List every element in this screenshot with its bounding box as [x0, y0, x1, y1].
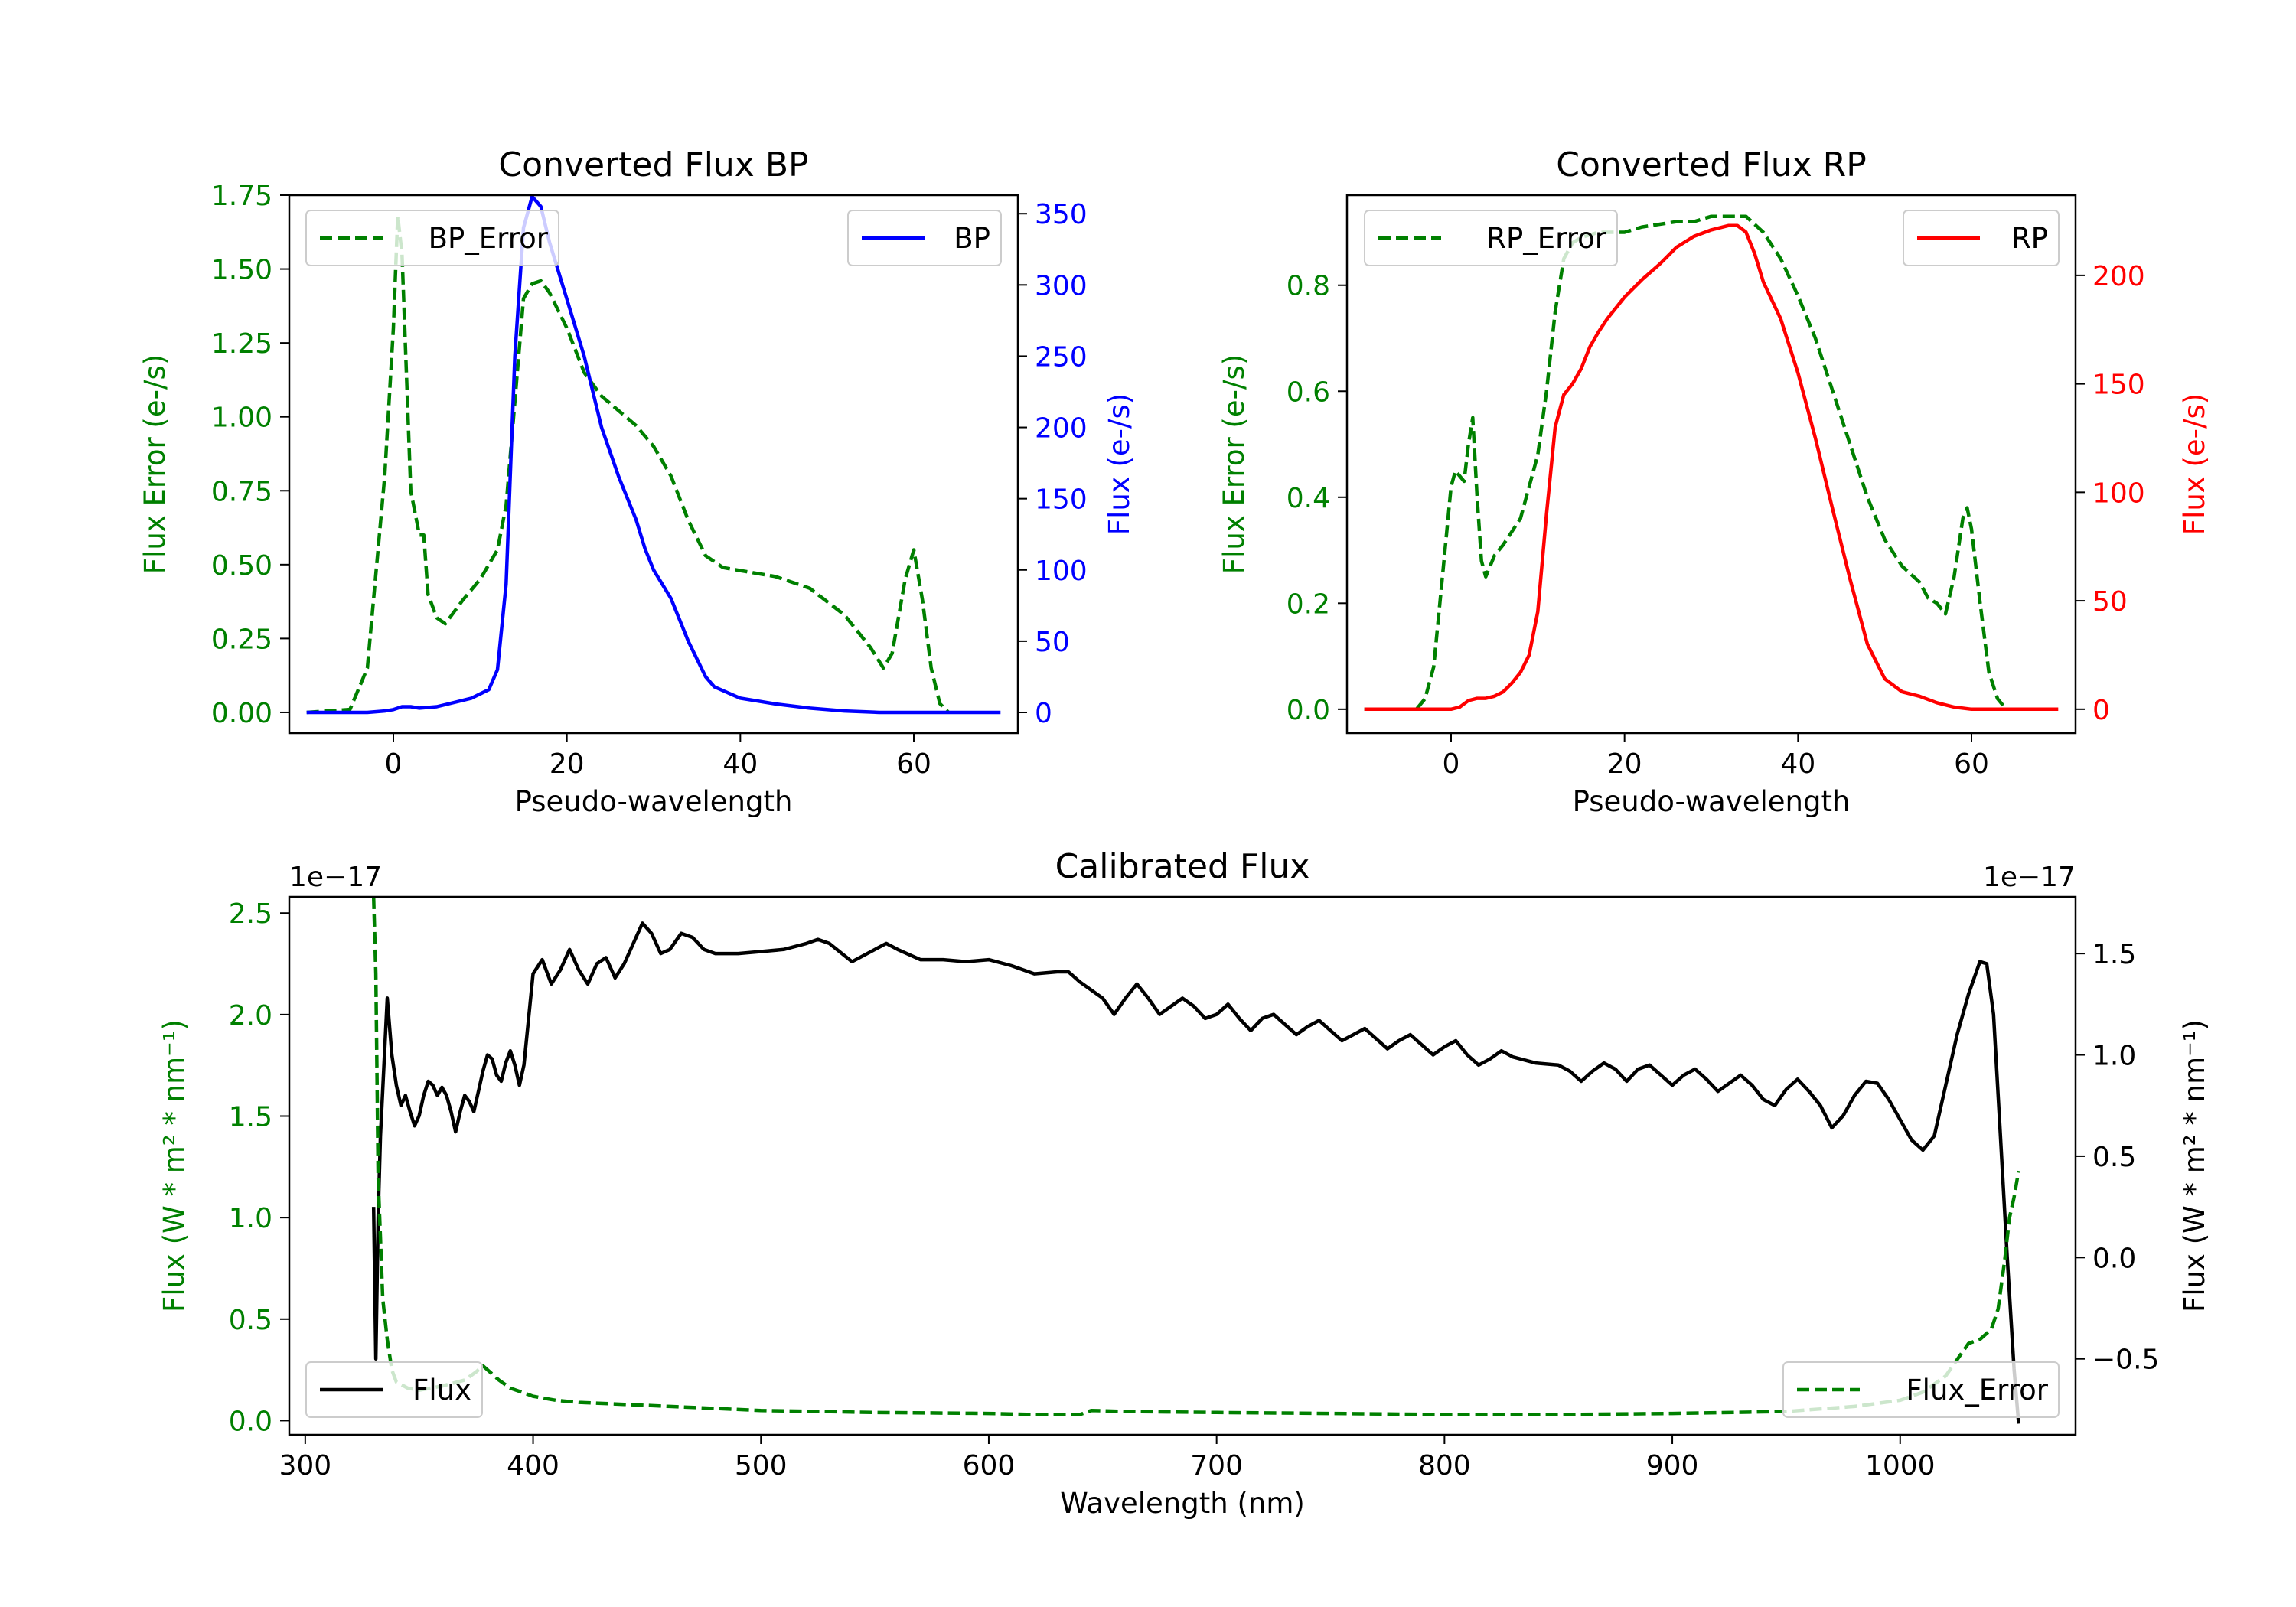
x-tick-label: 20: [1607, 748, 1642, 780]
legend: BP_Error: [305, 210, 559, 266]
y-left-tick-label: 1.75: [211, 181, 272, 212]
y-right-tick-label: 0: [1035, 698, 1052, 729]
x-tick-label: 0: [1443, 748, 1460, 780]
legend-box: [1782, 1361, 2060, 1418]
legend: Flux: [305, 1361, 483, 1418]
chart-title: Converted Flux BP: [498, 145, 808, 184]
chart-panel-1: Converted Flux BP 0 20 40 60 0.00 0.25 0.50 0.75…: [139, 145, 1136, 818]
y-right-tick-label: 150: [1035, 484, 1088, 516]
x-tick-label: 900: [1646, 1450, 1699, 1482]
x-tick-label: 300: [279, 1450, 331, 1482]
y-left-tick-label: 1.25: [211, 328, 272, 360]
y-right-axis-label: Flux (e-/s): [2178, 393, 2211, 535]
legend-label: RP: [2011, 222, 2048, 255]
legend-label: RP_Error: [1486, 222, 1606, 255]
legend: Flux_Error: [1782, 1361, 2060, 1418]
y-right-tick-label: 150: [2092, 370, 2145, 401]
y-left-tick-label: 0.5: [229, 1305, 272, 1336]
y-right-tick-label: 200: [1035, 413, 1088, 445]
legend-label: Flux: [413, 1374, 471, 1407]
x-tick-label: 400: [507, 1450, 559, 1482]
y-right-tick-label: 1.0: [2092, 1041, 2136, 1072]
y-right-tick-label: 250: [1035, 341, 1088, 373]
y-left-offset-label: 1e−17: [289, 862, 382, 893]
y-right-axis-label: Flux (W * m² * nm⁻¹): [2178, 1019, 2211, 1312]
legend-label: BP_Error: [429, 222, 549, 255]
y-right-tick-label: 50: [1035, 627, 1070, 658]
y-right-tick-label: 350: [1035, 199, 1088, 230]
legend-box: [305, 1361, 483, 1418]
series-line-rp-error: [1364, 214, 2059, 712]
legend-box: [1364, 210, 1618, 266]
y-left-axis-label: Flux Error (e-/s): [139, 354, 171, 574]
x-tick-label: 700: [1190, 1450, 1243, 1482]
y-left-tick-label: 0.6: [1287, 376, 1330, 408]
y-left-tick-label: 2.0: [229, 1000, 272, 1032]
y-left-tick-label: 0.8: [1287, 271, 1330, 302]
y-left-tick-label: 0.75: [211, 476, 272, 507]
y-left-tick-label: 0.50: [211, 550, 272, 582]
y-left-tick-label: 1.5: [229, 1102, 272, 1133]
x-tick-label: 600: [963, 1450, 1016, 1482]
chart-title: Converted Flux RP: [1556, 145, 1867, 184]
y-right-tick-label: 300: [1035, 270, 1088, 302]
x-axis-label: Pseudo-wavelength: [515, 785, 793, 818]
y-left-tick-label: 0.4: [1287, 483, 1330, 514]
legend-label: Flux_Error: [1906, 1374, 2048, 1407]
legend-box: [1903, 210, 2060, 266]
y-right-tick-label: 100: [1035, 556, 1088, 587]
y-left-tick-label: 0.0: [1287, 695, 1330, 726]
chart-panel-3: Calibrated Flux 300 400 500 600 700 800 900 1000…: [158, 847, 2211, 1520]
y-left-tick-label: 0.25: [211, 624, 272, 655]
y-right-tick-label: 0: [2092, 695, 2110, 726]
x-axis-label: Wavelength (nm): [1060, 1487, 1305, 1520]
y-left-tick-label: 0.00: [211, 698, 272, 729]
x-tick-label: 500: [735, 1450, 788, 1482]
y-right-tick-label: 0.5: [2092, 1142, 2136, 1173]
legend: RP_Error: [1364, 210, 1618, 266]
x-tick-label: 40: [722, 748, 758, 780]
series-line-flux: [371, 921, 2020, 1424]
x-axis-label: Pseudo-wavelength: [1573, 785, 1851, 818]
x-tick-label: 40: [1780, 748, 1815, 780]
y-right-offset-label: 1e−17: [1983, 862, 2076, 893]
y-left-tick-label: 1.00: [211, 403, 272, 434]
series-line-bp-error: [306, 214, 950, 715]
y-right-tick-label: 1.5: [2092, 939, 2136, 970]
x-tick-label: 60: [896, 748, 931, 780]
legend: RP: [1903, 210, 2060, 266]
y-left-tick-label: 1.50: [211, 255, 272, 286]
series-line-rp: [1364, 223, 2059, 712]
x-tick-label: 0: [385, 748, 403, 780]
y-right-tick-label: 200: [2092, 261, 2145, 292]
y-right-tick-label: 100: [2092, 478, 2145, 509]
plot-frame: [1345, 194, 2077, 735]
plot-frame: [288, 895, 2077, 1436]
x-tick-label: 1000: [1865, 1450, 1936, 1482]
y-right-tick-label: 50: [2092, 586, 2128, 618]
y-left-tick-label: 1.0: [229, 1203, 272, 1234]
legend: BP: [847, 210, 1002, 266]
y-left-axis-label: Flux (W * m² * nm⁻¹): [158, 1019, 191, 1312]
y-left-tick-label: 0.0: [229, 1406, 272, 1437]
series-line-flux-error: [371, 897, 2020, 1416]
legend-box: [305, 210, 559, 266]
y-right-axis-label: Flux (e-/s): [1103, 393, 1136, 535]
x-tick-label: 20: [550, 748, 585, 780]
chart-title: Calibrated Flux: [1055, 847, 1310, 886]
y-left-axis-label: Flux Error (e-/s): [1218, 354, 1251, 574]
plot-frame: [288, 194, 1019, 735]
series-line-bp: [306, 195, 1001, 715]
y-right-tick-label: −0.5: [2092, 1345, 2159, 1376]
y-left-tick-label: 0.2: [1287, 588, 1330, 620]
chart-panel-2: Converted Flux RP 0 20 40 60 0.0 0.2 0.4 0.6 0.8 0…: [1218, 145, 2211, 818]
y-right-tick-label: 0.0: [2092, 1243, 2136, 1274]
legend-label: BP: [954, 222, 990, 255]
x-tick-label: 800: [1418, 1450, 1471, 1482]
x-tick-label: 60: [1954, 748, 1989, 780]
y-left-tick-label: 2.5: [229, 898, 272, 930]
